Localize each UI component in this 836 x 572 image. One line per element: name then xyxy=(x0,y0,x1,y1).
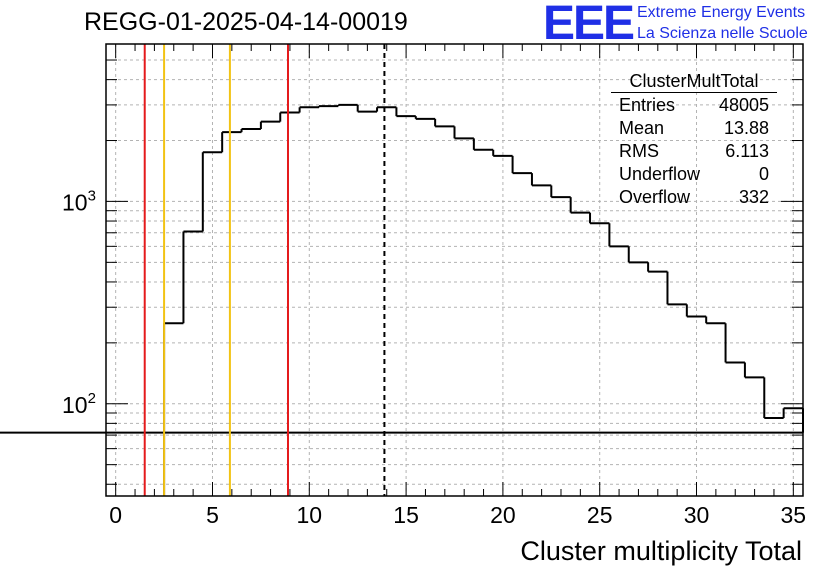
stats-value: 6.113 xyxy=(725,141,769,161)
y-tick-label: 103 xyxy=(62,187,96,215)
y-tick-base: 10 xyxy=(62,189,88,215)
x-tick-label: 35 xyxy=(781,502,807,528)
stats-row-mean: Mean 13.88 xyxy=(611,117,777,140)
stats-label: Underflow xyxy=(619,164,701,184)
stats-label: Entries xyxy=(619,95,676,115)
x-tick-label: 15 xyxy=(393,502,419,528)
y-tick-label: 102 xyxy=(62,390,96,418)
y-tick-exponent: 2 xyxy=(88,390,96,407)
x-tick-label: 25 xyxy=(587,502,613,528)
x-tick-label: 10 xyxy=(296,502,322,528)
x-axis-label: Cluster multiplicity Total xyxy=(520,536,802,566)
logo-line-2: La Scienza nelle Scuole xyxy=(637,25,808,42)
y-tick-base: 10 xyxy=(62,392,88,418)
stats-divider xyxy=(611,92,777,93)
cutoff-lines xyxy=(143,44,386,496)
stats-row-rms: RMS 6.113 xyxy=(611,140,777,163)
stats-label: Mean xyxy=(619,118,665,138)
stats-value: 332 xyxy=(738,187,769,207)
stats-value: 0 xyxy=(758,164,769,184)
x-tick-label: 5 xyxy=(206,502,219,528)
stats-label: RMS xyxy=(619,141,659,161)
plot-frame xyxy=(105,43,804,497)
stats-value: 48005 xyxy=(718,95,769,115)
x-tick-label: 20 xyxy=(490,502,516,528)
stats-label: Overflow xyxy=(619,187,691,207)
run-title: REGG-01-2025-04-14-00019 xyxy=(84,8,408,36)
stats-box: ClusterMultTotal Entries 48005 Mean 13.8… xyxy=(611,70,777,209)
x-tick-label: 30 xyxy=(684,502,710,528)
stats-row-underflow: Underflow 0 xyxy=(611,163,777,186)
logo-line-1: Extreme Energy Events xyxy=(637,4,806,21)
stats-title: ClusterMultTotal xyxy=(629,71,759,91)
x-tick-label: 0 xyxy=(109,502,122,528)
stats-value: 13.88 xyxy=(723,118,769,138)
stats-row-entries: Entries 48005 xyxy=(611,94,777,117)
eee-logo: EEE xyxy=(543,0,635,50)
stats-row-overflow: Overflow 332 xyxy=(611,186,777,209)
axis-ticks xyxy=(106,43,803,496)
y-tick-exponent: 3 xyxy=(88,187,96,204)
